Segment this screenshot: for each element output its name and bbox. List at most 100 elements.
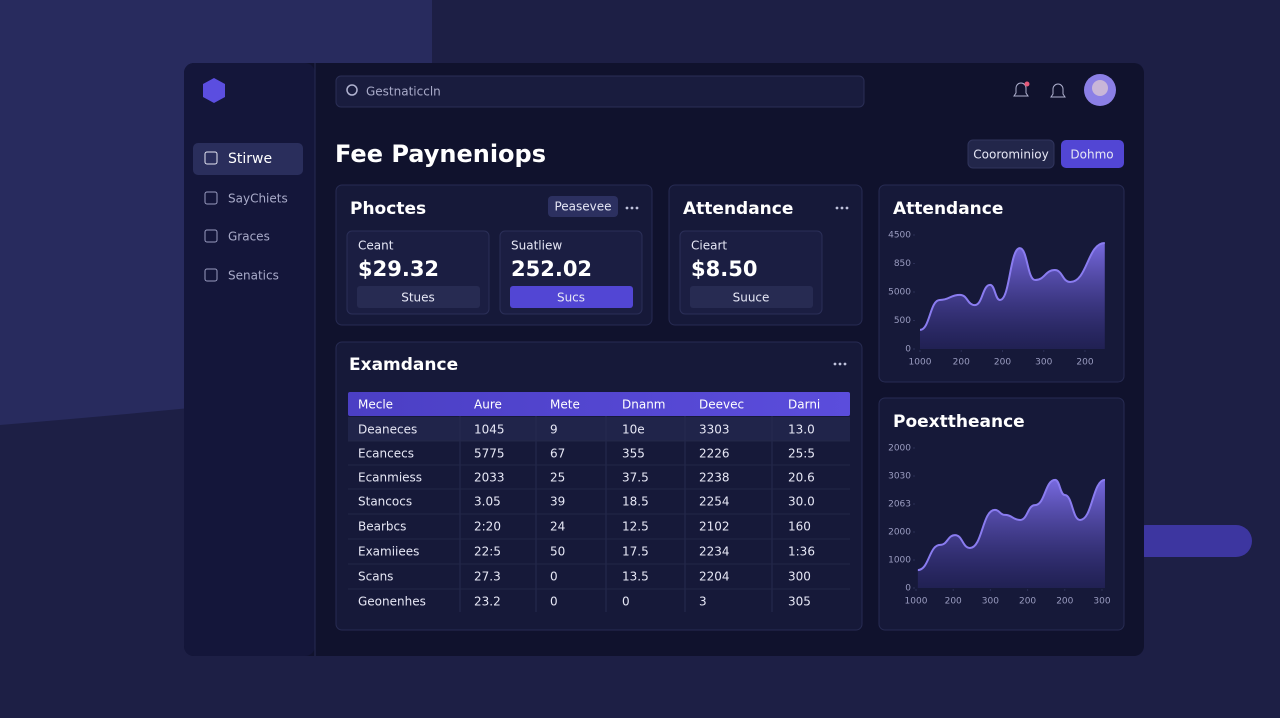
table-cell: 2:20 (474, 520, 501, 534)
stat-label: Suatliew (511, 239, 562, 253)
column-header: Darni (788, 398, 820, 412)
nav-item[interactable]: SayChiets (228, 192, 288, 206)
y-tick-label: 4500 (888, 231, 911, 241)
nav-item[interactable]: Graces (228, 230, 270, 244)
stat-value: $29.32 (358, 257, 439, 281)
nav-icon (204, 191, 218, 205)
x-tick-label: 200 (945, 597, 962, 607)
table-cell: 9 (550, 423, 558, 437)
nav-icon (204, 268, 218, 282)
y-tick-label: 0 (905, 584, 911, 594)
table-cell: 2234 (699, 545, 730, 559)
more-dot[interactable] (838, 362, 842, 366)
table-cell: 2254 (699, 495, 730, 509)
x-tick-label: 300 (1093, 597, 1110, 607)
nav-item[interactable]: Senatics (228, 269, 279, 283)
table-cell: 3.05 (474, 495, 501, 509)
table-cell: 0 (550, 595, 558, 609)
more-dot[interactable] (635, 206, 639, 210)
bell-icon[interactable] (1050, 83, 1066, 98)
button-primary[interactable] (1061, 140, 1124, 168)
button-label: Coorominioy (973, 148, 1048, 162)
table-cell: Deaneces (358, 423, 417, 437)
table-cell: 5775 (474, 447, 505, 461)
stat-button[interactable] (510, 286, 633, 308)
nav-item[interactable]: Stirwe (228, 151, 272, 167)
table-cell: 355 (622, 447, 645, 461)
x-tick-label: 200 (1056, 597, 1073, 607)
table-cell: Examiiees (358, 545, 419, 559)
table-header (348, 392, 850, 416)
y-tick-label: 5000 (888, 288, 911, 298)
table-cell: Geonenhes (358, 595, 426, 609)
stat-button[interactable] (690, 286, 813, 308)
column-header: Aure (474, 398, 502, 412)
y-tick-label: 2000 (888, 528, 911, 538)
more-dot[interactable] (845, 206, 849, 210)
x-tick-label: 200 (1076, 358, 1093, 368)
stat-button[interactable] (357, 286, 480, 308)
nav-active (193, 143, 303, 175)
table-cell: 30.0 (788, 495, 815, 509)
notification-dot (1024, 81, 1030, 87)
y-tick-label: 1000 (888, 556, 911, 566)
table-cell: 1045 (474, 423, 505, 437)
backdrop-pill (1130, 525, 1252, 557)
table-cell: 13.0 (788, 423, 815, 437)
button[interactable] (967, 139, 1055, 169)
table-cell: 50 (550, 545, 565, 559)
table-cell: 27.3 (474, 570, 501, 584)
table-cell: Ecanmiess (358, 471, 422, 485)
logo (203, 78, 225, 103)
table-cell: 10e (622, 423, 645, 437)
y-tick-label: 3030 (888, 472, 911, 482)
avatar-face (1092, 80, 1108, 96)
card-action[interactable] (548, 196, 618, 217)
more-dot[interactable] (630, 206, 634, 210)
more-dot[interactable] (840, 206, 844, 210)
stat-button-label: Stues (401, 291, 435, 305)
stat-value: $8.50 (691, 257, 757, 281)
x-tick-label: 300 (1035, 358, 1052, 368)
card-title: Attendance (683, 199, 793, 219)
table-cell: 37.5 (622, 471, 649, 485)
table-cell: Scans (358, 570, 393, 584)
card-action-label: Peasevee (554, 200, 611, 214)
search-box[interactable] (335, 75, 865, 108)
y-tick-label: 2063 (888, 500, 911, 510)
nav-icon (204, 229, 218, 243)
table-cell: 25:5 (788, 447, 815, 461)
more-dot[interactable] (843, 362, 847, 366)
notification-icon[interactable] (1013, 82, 1029, 97)
x-tick-label: 1000 (909, 358, 932, 368)
table-cell: 2204 (699, 570, 730, 584)
table-cell: 13.5 (622, 570, 649, 584)
area (920, 242, 1105, 349)
search-placeholder: Gestnaticcln (366, 85, 441, 99)
area (917, 479, 1105, 588)
sidebar (184, 63, 315, 656)
button-label: Dohmo (1070, 148, 1113, 162)
more-dot[interactable] (833, 362, 837, 366)
chart-title: Attendance (893, 199, 1003, 219)
x-tick-label: 200 (1019, 597, 1036, 607)
table-cell: 24 (550, 520, 565, 534)
more-dot[interactable] (625, 206, 629, 210)
nav-icon (204, 151, 218, 165)
table-cell: 3303 (699, 423, 730, 437)
column-header: Deevec (699, 398, 744, 412)
chart-title: Poexttheance (893, 412, 1025, 432)
table-cell: 160 (788, 520, 811, 534)
more-dot[interactable] (835, 206, 839, 210)
y-tick-label: 0 (905, 345, 911, 355)
y-tick-label: 850 (894, 259, 911, 269)
table-cell: 18.5 (622, 495, 649, 509)
x-tick-label: 300 (982, 597, 999, 607)
table-cell: 305 (788, 595, 811, 609)
y-tick-label: 2000 (888, 444, 911, 454)
table-cell: 0 (550, 570, 558, 584)
table-cell: Bearbcs (358, 520, 406, 534)
card (335, 341, 863, 631)
table-cell: 25 (550, 471, 565, 485)
stat-label: Cieart (691, 239, 727, 253)
